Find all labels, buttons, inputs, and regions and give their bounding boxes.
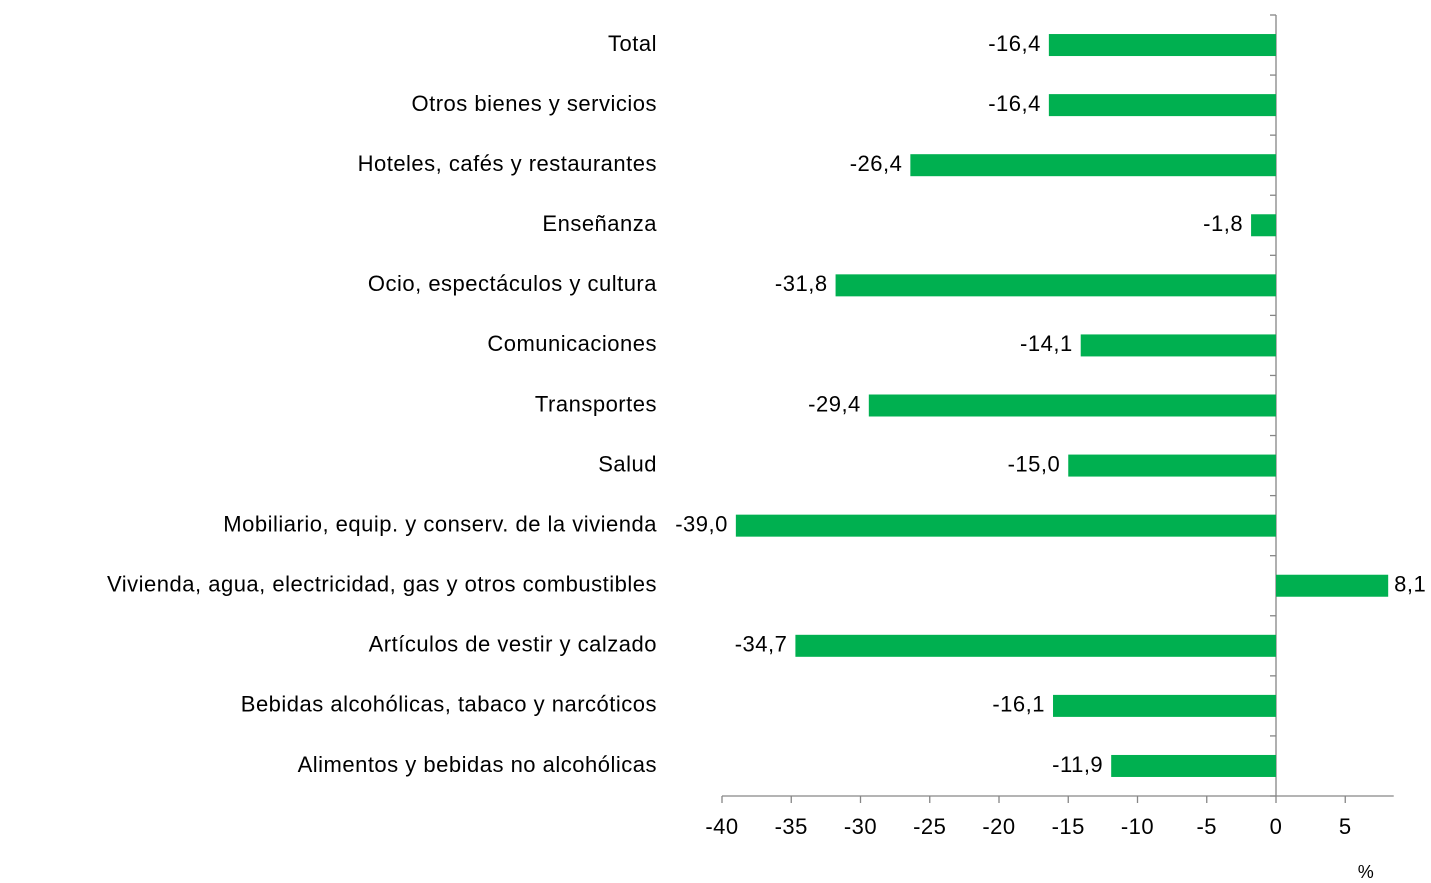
value-label: -11,9 (1052, 752, 1103, 777)
y-tick-label: Hoteles, cafés y restaurantes (358, 151, 657, 176)
bar (1068, 454, 1276, 477)
x-tick-label: -25 (913, 814, 946, 839)
bar (835, 274, 1276, 297)
value-label: 8,1 (1394, 572, 1426, 597)
bar (1048, 94, 1276, 117)
value-label: -15,0 (1008, 451, 1061, 476)
value-label: -29,4 (808, 391, 861, 416)
x-tick-label: -20 (982, 814, 1015, 839)
y-tick-label: Total (608, 31, 657, 56)
x-tick-label: -30 (844, 814, 877, 839)
x-tick-label: 5 (1339, 814, 1352, 839)
value-label: -39,0 (675, 511, 728, 536)
bar (1080, 334, 1276, 357)
bar (1251, 214, 1276, 237)
x-axis-label: % (1358, 862, 1375, 882)
y-tick-label: Bebidas alcohólicas, tabaco y narcóticos (241, 692, 657, 717)
x-tick-label: -5 (1196, 814, 1217, 839)
x-tick-label: -15 (1052, 814, 1085, 839)
y-tick-label: Ocio, espectáculos y cultura (368, 271, 657, 296)
value-label: -34,7 (735, 632, 788, 657)
x-tick-label: -40 (705, 814, 738, 839)
bar (1048, 34, 1276, 57)
y-tick-label: Artículos de vestir y calzado (369, 632, 657, 657)
x-tick-label: 0 (1270, 814, 1283, 839)
value-label: -26,4 (850, 151, 903, 176)
y-tick-label: Comunicaciones (487, 331, 657, 356)
bar (1111, 754, 1276, 777)
x-tick-label: -10 (1121, 814, 1154, 839)
y-tick-label: Transportes (535, 391, 657, 416)
value-label: -1,8 (1203, 211, 1243, 236)
y-tick-label: Vivienda, agua, electricidad, gas y otro… (107, 572, 657, 597)
x-tick-label: -35 (775, 814, 808, 839)
y-tick-label: Alimentos y bebidas no alcohólicas (298, 752, 657, 777)
value-label: -31,8 (775, 271, 828, 296)
bar (1053, 694, 1276, 717)
bar (910, 154, 1276, 177)
value-label: -16,1 (992, 692, 1045, 717)
bar (1276, 574, 1389, 597)
y-tick-label: Otros bienes y servicios (411, 91, 657, 116)
bar (735, 514, 1276, 537)
value-label: -14,1 (1020, 331, 1073, 356)
bar (795, 634, 1276, 657)
value-label: -16,4 (988, 91, 1041, 116)
value-label: -16,4 (988, 31, 1041, 56)
bar (868, 394, 1276, 417)
y-tick-label: Mobiliario, equip. y conserv. de la vivi… (223, 511, 657, 536)
y-tick-label: Enseñanza (542, 211, 657, 236)
y-tick-label: Salud (598, 451, 657, 476)
